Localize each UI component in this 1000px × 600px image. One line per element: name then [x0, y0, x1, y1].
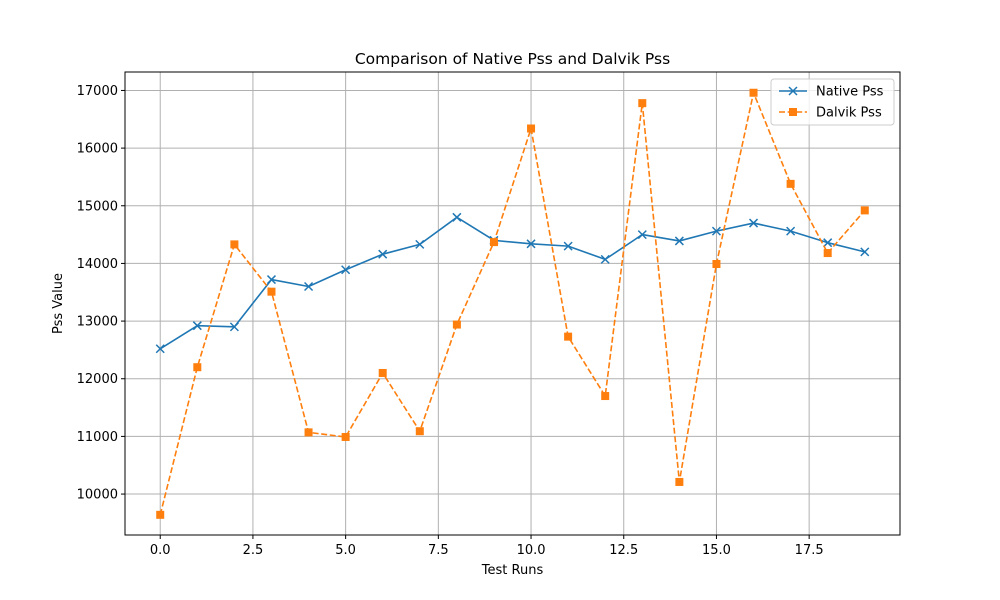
native-pss-point — [860, 247, 870, 257]
native-pss-point — [266, 275, 277, 285]
native-pss-point — [304, 281, 314, 292]
ticks: 0.0 2.5 5.0 7.5 10.0 12.5 15.0 17.5 10000 11000 12… — [77, 84, 824, 558]
dalvik-pss-point — [230, 240, 239, 249]
dalvik-pss-point — [378, 368, 387, 377]
dalvik-pss-series — [156, 88, 869, 519]
native-pss-point — [341, 265, 351, 275]
dalvik-pss-point — [452, 320, 461, 329]
legend-label: Native Pss — [816, 85, 884, 100]
dalvik-pss-point — [712, 260, 721, 269]
grid — [125, 72, 900, 535]
x-tick-label: 10.0 — [517, 543, 546, 558]
x-tick-label: 5.0 — [335, 543, 356, 558]
dalvik-pss-point — [304, 428, 313, 437]
native-pss-point — [711, 226, 721, 236]
native-pss-point — [229, 322, 239, 332]
dalvik-pss-point — [675, 477, 684, 486]
x-axis-label: Test Runs — [481, 563, 544, 578]
native-pss-point — [452, 212, 462, 222]
y-tick-label: 14000 — [77, 257, 118, 272]
dalvik-pss-point — [527, 124, 536, 133]
legend-item-dalvik-pss: Dalvik Pss — [779, 106, 882, 121]
legend: Native Pss Dalvik Pss — [770, 78, 895, 126]
dalvik-pss-point — [341, 432, 350, 441]
y-tick-label: 16000 — [77, 142, 118, 157]
dalvik-pss-point — [156, 510, 165, 519]
y-tick-label: 10000 — [77, 488, 118, 503]
dalvik-pss-point — [564, 332, 573, 341]
native-pss-line — [159, 216, 865, 350]
x-tick-label: 7.5 — [428, 543, 449, 558]
plot-frame — [124, 71, 901, 536]
legend-label: Dalvik Pss — [816, 106, 882, 121]
dalvik-pss-point — [489, 238, 498, 247]
native-pss-point — [192, 321, 202, 331]
dalvik-pss-point — [860, 206, 869, 215]
legend-marker — [788, 86, 798, 96]
chart-title: Comparison of Native Pss and Dalvik Pss — [355, 50, 670, 68]
native-pss-point — [748, 218, 759, 228]
native-pss-point — [415, 239, 425, 249]
dalvik-pss-point — [415, 427, 424, 436]
y-tick-label: 15000 — [77, 199, 118, 214]
y-tick-label: 12000 — [77, 372, 118, 387]
dalvik-pss-line — [159, 91, 866, 516]
dalvik-pss-point — [601, 392, 610, 401]
legend-marker — [789, 108, 797, 116]
dalvik-pss-point — [749, 88, 758, 97]
y-axis-label: Pss Value — [51, 273, 66, 334]
dalvik-pss-point — [267, 287, 276, 296]
native-pss-point — [378, 249, 388, 259]
native-pss-point — [823, 238, 833, 248]
native-pss-point — [526, 239, 536, 249]
native-pss-point — [674, 236, 684, 246]
x-tick-label: 2.5 — [243, 543, 264, 558]
x-tick-label: 15.0 — [702, 543, 731, 558]
native-pss-point — [563, 241, 573, 251]
legend-item-native-pss: Native Pss — [779, 85, 884, 100]
native-pss-point — [637, 230, 647, 240]
dalvik-pss-point — [786, 179, 795, 188]
x-tick-label: 17.5 — [795, 543, 824, 558]
x-tick-label: 12.5 — [609, 543, 638, 558]
native-pss-point — [786, 226, 796, 236]
dalvik-pss-point — [638, 99, 647, 108]
y-tick-label: 13000 — [77, 315, 118, 330]
native-pss-point — [155, 344, 165, 354]
series-layer — [155, 88, 870, 519]
y-tick-label: 11000 — [77, 430, 118, 445]
dalvik-pss-point — [193, 363, 202, 372]
x-tick-label: 0.0 — [150, 543, 171, 558]
native-pss-point — [600, 254, 610, 264]
dalvik-pss-point — [823, 249, 832, 258]
y-tick-label: 17000 — [77, 84, 118, 99]
